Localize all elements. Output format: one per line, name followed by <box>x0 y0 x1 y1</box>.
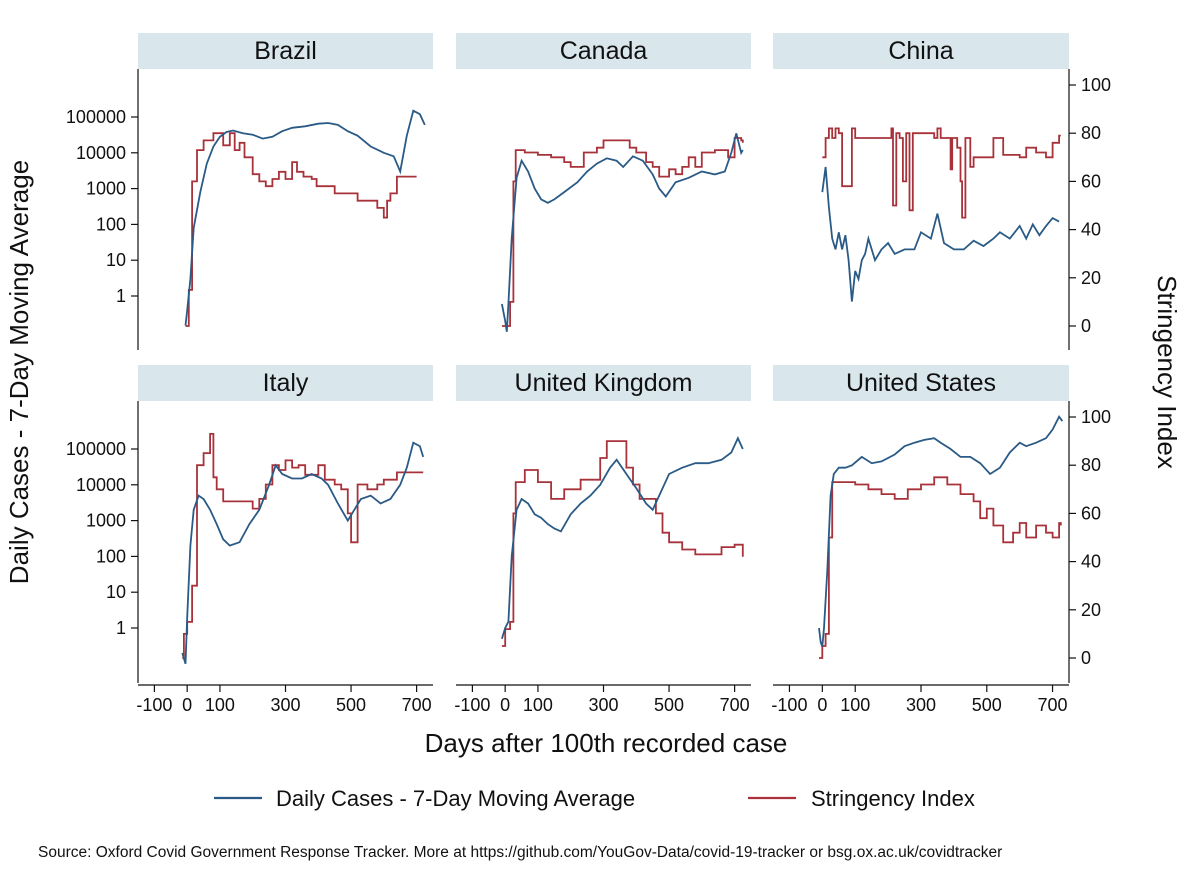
y-tick-label-left: 10000 <box>76 143 126 163</box>
stringency-line <box>822 127 1061 219</box>
panel-strip <box>456 33 751 69</box>
y-tick-label-right: 20 <box>1081 268 1101 288</box>
y-tick-label-left: 100000 <box>66 439 126 459</box>
stringency-line <box>501 440 744 647</box>
panel-united-kingdom: United Kingdom -100 0 100 300 500 700 <box>454 365 751 715</box>
x-tick-label: 500 <box>336 695 366 715</box>
x-tick-label: -100 <box>454 695 490 715</box>
y-tick-label-right: 40 <box>1081 552 1101 572</box>
panel-italy: Italy 1 10 100 1000 10000 100000 -100 0 100 300 500… <box>66 365 433 715</box>
y-tick-label-left: 1 <box>116 286 126 306</box>
x-tick-label: 700 <box>720 695 750 715</box>
cases-line <box>501 133 744 332</box>
cases-line <box>818 415 1064 648</box>
cases-line <box>821 166 1060 302</box>
y-tick-label-right: 100 <box>1081 75 1111 95</box>
panel-strip <box>773 365 1069 401</box>
y-tick-label-left: 10 <box>106 250 126 270</box>
x-axis-title: Days after 100th recorded case <box>425 728 788 758</box>
cases-line <box>181 441 425 665</box>
y-tick-label-left: 1 <box>116 618 126 638</box>
y-tick-label-right: 20 <box>1081 600 1101 620</box>
y-tick-label-left: 100000 <box>66 107 126 127</box>
panel-united-states: United States 0 20 40 60 80 100 -100 0 100 300 500 7… <box>771 365 1111 715</box>
panel-strip <box>456 365 751 401</box>
stringency-line <box>501 137 744 327</box>
y-tick-label-left: 1000 <box>86 511 126 531</box>
panel-strip <box>138 365 433 401</box>
y-tick-label-left: 100 <box>96 214 126 234</box>
x-tick-label: -100 <box>136 695 172 715</box>
y-tick-label-left: 10 <box>106 582 126 602</box>
panel-title: China <box>888 37 953 65</box>
panel-canada: Canada <box>456 33 751 332</box>
x-tick-label: 300 <box>588 695 618 715</box>
y-axis-title-left: Daily Cases - 7-Day Moving Average <box>4 160 34 584</box>
y-tick-label-right: 80 <box>1081 123 1101 143</box>
legend: Daily Cases - 7-Day Moving Average Strin… <box>214 786 975 811</box>
y-tick-label-left: 10000 <box>76 475 126 495</box>
x-tick-label: 300 <box>270 695 300 715</box>
x-tick-label: 700 <box>402 695 432 715</box>
x-tick-label: 700 <box>1038 695 1068 715</box>
source-note: Source: Oxford Covid Government Response… <box>38 844 1003 861</box>
cases-line <box>501 436 744 640</box>
panel-strip <box>138 33 433 69</box>
panel-brazil: Brazil 1 10 100 1000 10000 100000 <box>66 33 433 350</box>
panel-title: Canada <box>560 37 648 65</box>
y-tick-label-left: 1000 <box>86 179 126 199</box>
legend-label-cases: Daily Cases - 7-Day Moving Average <box>276 786 635 811</box>
x-tick-label: 100 <box>840 695 870 715</box>
panel-title: United States <box>846 369 996 397</box>
stringency-line <box>182 433 424 659</box>
panel-title: Italy <box>263 369 309 397</box>
y-axis-title-right: Stringency Index <box>1152 275 1182 469</box>
x-tick-label: -100 <box>771 695 807 715</box>
cases-line <box>184 109 426 326</box>
y-tick-label-right: 100 <box>1081 407 1111 427</box>
y-tick-label-left: 100 <box>96 546 126 566</box>
y-tick-label-right: 0 <box>1081 648 1091 668</box>
panel-china: China 0 20 40 60 80 100 <box>773 33 1111 350</box>
y-tick-label-right: 80 <box>1081 455 1101 475</box>
panel-strip <box>773 33 1069 69</box>
x-tick-label: 0 <box>817 695 827 715</box>
y-tick-label-right: 60 <box>1081 171 1101 191</box>
stringency-line <box>185 132 417 327</box>
y-tick-label-right: 0 <box>1081 316 1091 336</box>
stringency-line <box>819 476 1062 659</box>
panel-title: Brazil <box>254 37 317 65</box>
x-tick-label: 0 <box>182 695 192 715</box>
x-tick-label: 100 <box>523 695 553 715</box>
x-tick-label: 100 <box>205 695 235 715</box>
panel-title: United Kingdom <box>515 369 693 397</box>
y-tick-label-right: 60 <box>1081 503 1101 523</box>
x-tick-label: 500 <box>972 695 1002 715</box>
x-tick-label: 500 <box>654 695 684 715</box>
legend-label-stringency: Stringency Index <box>811 786 975 811</box>
x-tick-label: 0 <box>500 695 510 715</box>
y-tick-label-right: 40 <box>1081 220 1101 240</box>
x-tick-label: 300 <box>906 695 936 715</box>
